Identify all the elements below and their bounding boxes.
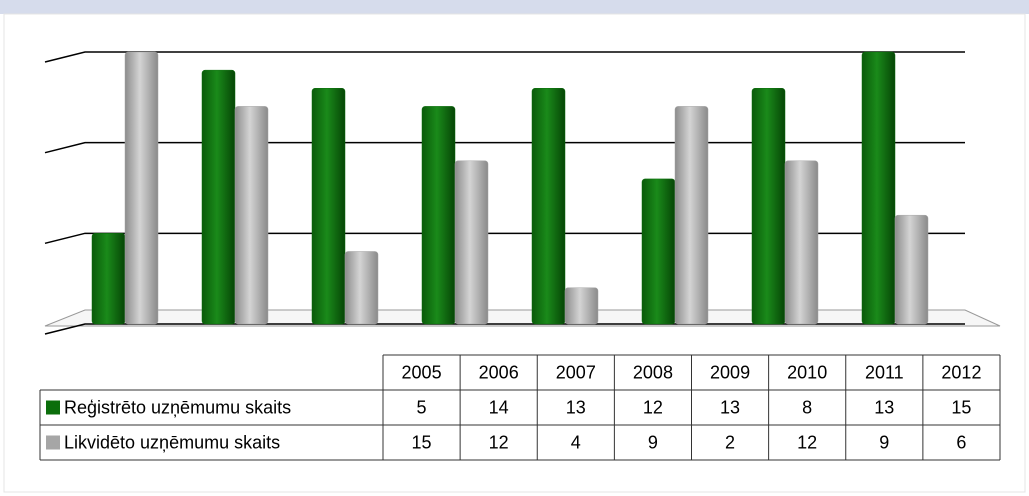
table-value: 15: [412, 432, 432, 452]
table-value: 4: [571, 432, 581, 452]
bar: [91, 233, 126, 325]
table-value: 13: [566, 397, 586, 417]
bar: [124, 51, 159, 325]
bar: [751, 88, 786, 325]
table-value: 13: [874, 397, 894, 417]
bar: [674, 106, 709, 325]
bar: [201, 69, 236, 325]
table-value: 5: [417, 397, 427, 417]
x-tick-label: 2006: [479, 362, 519, 382]
x-tick-label: 2005: [402, 362, 442, 382]
x-tick-label: 2007: [556, 362, 596, 382]
bar: [564, 287, 599, 325]
bar: [454, 160, 489, 325]
table-value: 2: [725, 432, 735, 452]
table-value: 13: [720, 397, 740, 417]
bar: [861, 51, 896, 325]
table-value: 12: [489, 432, 509, 452]
x-tick-label: 2010: [787, 362, 827, 382]
table-value: 8: [802, 397, 812, 417]
table-value: 14: [489, 397, 509, 417]
bar: [894, 214, 929, 325]
bar: [421, 106, 456, 325]
x-tick-label: 2011: [865, 362, 904, 382]
x-tick-label: 2009: [710, 362, 750, 382]
legend-key: [46, 435, 60, 450]
x-tick-label: 2012: [941, 362, 981, 382]
table-value: 12: [797, 432, 817, 452]
bar: [531, 88, 566, 325]
grid-line: [44, 51, 965, 63]
chart-frame: [3, 13, 1026, 493]
bar: [344, 251, 379, 325]
x-tick-label: 2008: [633, 362, 673, 382]
table-value: 9: [648, 432, 658, 452]
legend-key: [46, 400, 60, 415]
legend-label: Reģistrēto uzņēmumu skaits: [64, 397, 291, 417]
bar: [641, 178, 676, 325]
table-value: 15: [951, 397, 971, 417]
bar: [784, 160, 819, 325]
table-value: 9: [879, 432, 889, 452]
table-value: 6: [956, 432, 966, 452]
grid-line: [44, 141, 965, 154]
legend-label: Likvidēto uzņēmumu skaits: [64, 432, 280, 452]
bar: [234, 106, 269, 325]
top-strip: [0, 0, 1029, 14]
table-value: 12: [643, 397, 663, 417]
bar: [311, 88, 346, 325]
